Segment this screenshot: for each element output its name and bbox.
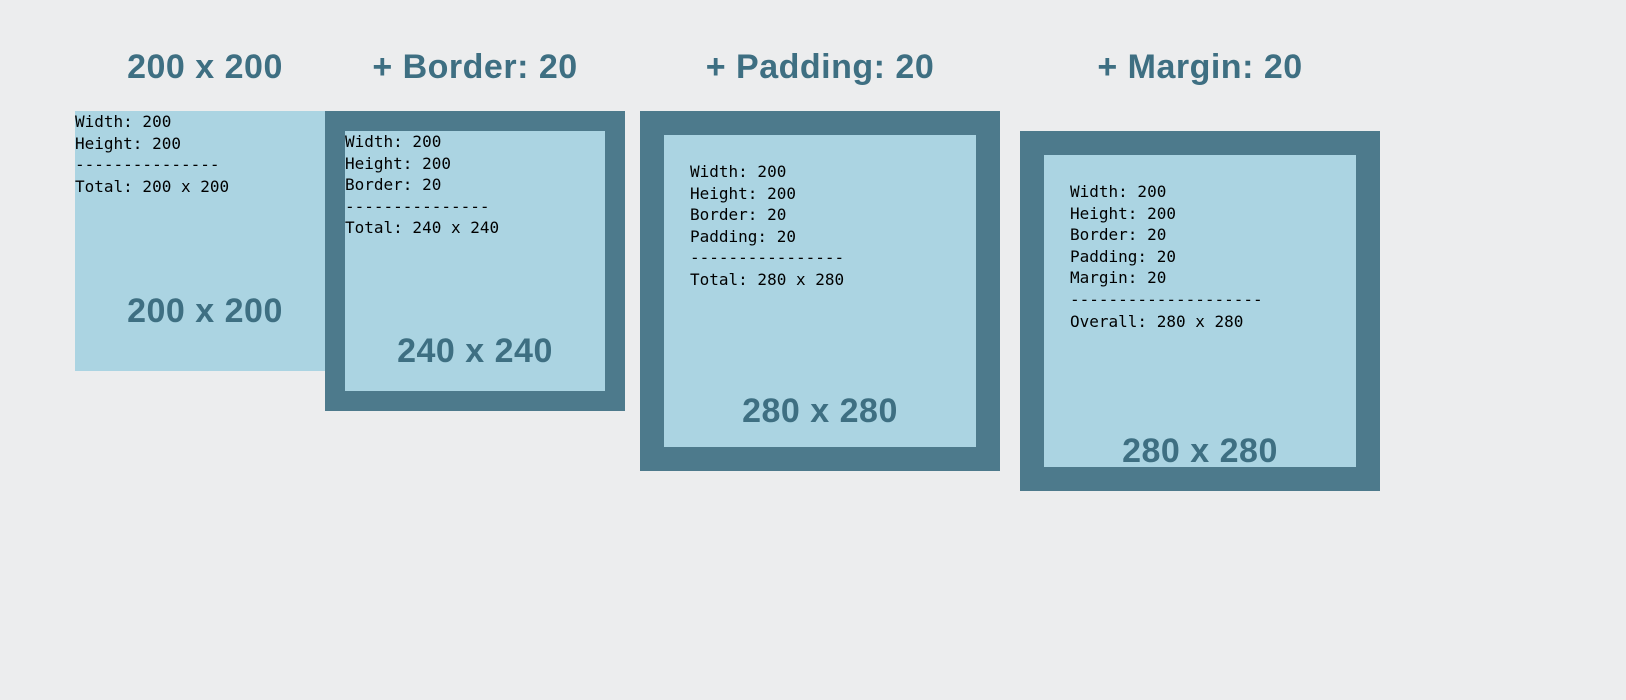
heading-base: 200 x 200 xyxy=(127,48,283,87)
heading-border: + Border: 20 xyxy=(372,48,577,87)
box-base: Width: 200 Height: 200 --------------- T… xyxy=(75,111,335,371)
boxwrap-base: Width: 200 Height: 200 --------------- T… xyxy=(75,111,335,371)
footer-margin: 280 x 280 xyxy=(1000,432,1400,471)
box-model-diagram: 200 x 200 Width: 200 Height: 200 -------… xyxy=(0,0,1626,700)
column-padding: + Padding: 20 Width: 200 Height: 200 Bor… xyxy=(640,0,1000,471)
footer-base: 200 x 200 xyxy=(75,292,335,331)
column-margin: + Margin: 20 Width: 200 Height: 200 Bord… xyxy=(1000,0,1400,511)
heading-margin: + Margin: 20 xyxy=(1097,48,1302,87)
column-base: 200 x 200 Width: 200 Height: 200 -------… xyxy=(75,0,335,371)
footer-border: 240 x 240 xyxy=(325,332,625,371)
heading-padding: + Padding: 20 xyxy=(706,48,935,87)
column-border: + Border: 20 Width: 200 Height: 200 Bord… xyxy=(325,0,625,411)
footer-padding: 280 x 280 xyxy=(640,392,1000,431)
